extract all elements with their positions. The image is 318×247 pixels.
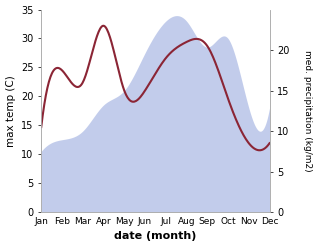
X-axis label: date (month): date (month) (114, 231, 197, 242)
Y-axis label: med. precipitation (kg/m2): med. precipitation (kg/m2) (303, 50, 313, 172)
Y-axis label: max temp (C): max temp (C) (5, 75, 16, 147)
